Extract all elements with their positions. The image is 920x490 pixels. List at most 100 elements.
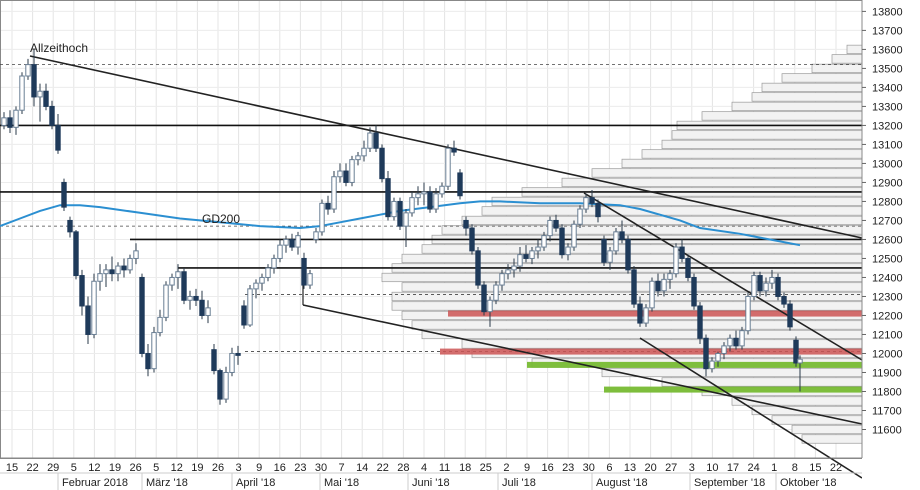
candle-body-109: [655, 280, 661, 292]
profile-bar-38: [781, 73, 863, 83]
x-day-label-38: 8: [792, 462, 798, 474]
candle-body-94: [565, 246, 571, 256]
candle-body-114: [685, 257, 691, 278]
trendline-1: [302, 304, 863, 425]
candle-body-130: [781, 295, 787, 305]
x-day-label-35: 17: [727, 462, 739, 474]
candle-body-42: [253, 282, 259, 290]
candle-body-85: [511, 265, 517, 271]
candle-body-11: [67, 219, 73, 233]
x-day-label-15: 30: [315, 462, 327, 474]
trendlines: [29, 55, 863, 479]
candle-body-111: [667, 273, 673, 280]
x-day-label-2: 29: [47, 462, 59, 474]
x-day-label-21: 11: [439, 462, 450, 474]
candle-body-73: [439, 185, 445, 195]
candle-body-132: [793, 339, 799, 364]
profile-bar-30: [641, 149, 863, 159]
x-day-label-8: 12: [171, 462, 183, 474]
candle-body-7: [43, 90, 49, 107]
candle-body-72: [433, 193, 439, 210]
profile-bar-41: [846, 44, 863, 55]
x-day-label-9: 19: [191, 462, 203, 474]
gd200-line: [0, 200, 801, 247]
candle-body-68: [409, 197, 415, 214]
candle-body-112: [673, 246, 679, 275]
candle-body-101: [607, 250, 613, 263]
candle-body-56: [337, 170, 343, 178]
candle-body-92: [553, 219, 559, 229]
candle-body-22: [133, 250, 139, 259]
candle-body-110: [661, 278, 667, 292]
candle-body-53: [319, 202, 325, 233]
x-day-label-26: 16: [541, 462, 553, 474]
candle-body-113: [679, 246, 685, 259]
x-day-label-12: 9: [256, 462, 262, 474]
x-day-label-10: 26: [212, 462, 224, 474]
x-axis: 15 22 29 5 12 19 26 5 12 19 26 3 9 16 23 30 7 14 22 28 4 11 18…: [0, 457, 862, 490]
candle-body-48: [289, 238, 295, 248]
y-tick-label-2: 11800: [872, 386, 902, 398]
x-day-label-39: 15: [809, 462, 821, 474]
candle-body-116: [697, 305, 703, 339]
y-tick-label-9: 12500: [872, 253, 903, 265]
candle-body-96: [577, 208, 583, 225]
support-resistance-zones: [440, 310, 862, 393]
profile-bar-40: [831, 54, 863, 64]
candle-body-125: [751, 275, 757, 297]
candle-body-75: [451, 147, 457, 153]
y-tick-label-7: 12300: [872, 291, 903, 303]
x-month-label-0: Februar 2018: [62, 477, 128, 489]
candle-body-133: [797, 358, 803, 364]
y-tick-label-6: 12200: [872, 310, 903, 322]
candle-body-9: [55, 124, 61, 151]
y-tick-label-13: 12900: [872, 177, 903, 189]
profile-bar-12: [411, 320, 863, 330]
candle-body-59: [355, 155, 361, 161]
candle-body-129: [775, 276, 781, 297]
x-day-label-36: 24: [747, 462, 759, 474]
profile-bar-6: [661, 377, 863, 387]
candle-body-15: [91, 280, 97, 335]
x-month-label-5: Juli '18: [502, 477, 536, 489]
candle-body-124: [745, 295, 751, 332]
candle-body-45: [271, 257, 277, 269]
x-month-label-7: September '18: [694, 477, 765, 489]
candle-body-2: [13, 109, 19, 128]
candle-body-77: [463, 219, 469, 229]
candle-body-4: [25, 64, 31, 77]
candle-body-43: [259, 276, 265, 284]
y-tick-label-11: 12700: [872, 215, 903, 227]
y-tick-label-12: 12800: [872, 196, 903, 208]
x-day-label-1: 22: [26, 462, 38, 474]
x-day-label-28: 30: [583, 462, 595, 474]
candle-body-78: [469, 227, 475, 252]
candle-body-31: [187, 295, 193, 301]
candle-body-3: [19, 75, 25, 111]
profile-bar-1: [791, 424, 863, 435]
profile-bar-37: [761, 82, 863, 93]
candle-body-60: [361, 147, 367, 157]
candle-body-131: [787, 303, 793, 328]
y-tick-label-20: 13600: [872, 44, 903, 56]
y-tick-label-21: 13700: [872, 25, 903, 37]
y-tick-label-5: 12100: [872, 329, 903, 341]
candle-body-21: [127, 257, 133, 271]
profile-bar-28: [591, 168, 863, 178]
candle-body-123: [739, 330, 745, 347]
candle-body-17: [103, 269, 109, 275]
candle-body-86: [517, 254, 523, 267]
x-day-label-34: 10: [706, 462, 718, 474]
candle-body-25: [151, 332, 157, 370]
candle-body-79: [475, 250, 481, 286]
candles: [1, 49, 803, 405]
candle-body-76: [457, 172, 463, 197]
x-day-label-22: 18: [459, 462, 471, 474]
profile-bar-29: [621, 158, 863, 169]
x-day-label-23: 25: [480, 462, 492, 474]
candle-body-63: [379, 147, 385, 180]
x-day-label-17: 14: [356, 462, 368, 474]
x-day-label-33: 3: [689, 462, 695, 474]
candle-body-33: [199, 299, 205, 316]
x-day-label-27: 23: [562, 462, 574, 474]
